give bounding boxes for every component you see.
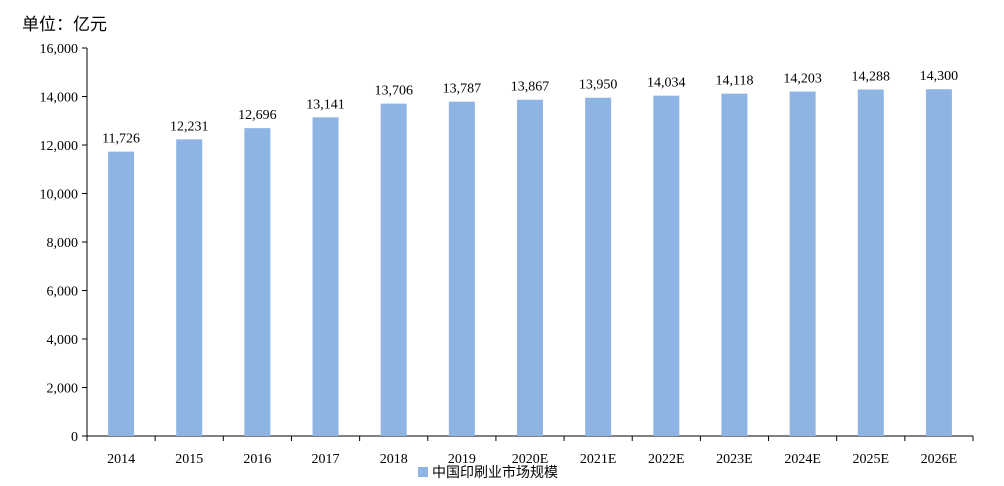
y-tick-label: 2,000 <box>47 382 79 397</box>
data-label: 14,300 <box>920 69 959 84</box>
bar <box>585 97 612 437</box>
data-label: 13,787 <box>443 82 482 97</box>
x-tick-label: 2016 <box>243 452 271 467</box>
x-tick-label: 2024E <box>784 452 821 467</box>
bar <box>380 103 407 436</box>
x-tick-label: 2018 <box>380 452 408 467</box>
data-label: 12,231 <box>170 119 209 134</box>
data-label: 13,706 <box>374 84 413 99</box>
legend-swatch <box>418 467 428 477</box>
x-tick-label: 2025E <box>852 452 889 467</box>
data-label: 14,203 <box>783 72 822 87</box>
y-tick-label: 16,000 <box>40 42 79 57</box>
x-tick-label: 2020E <box>512 452 549 467</box>
bar <box>312 117 339 436</box>
data-label: 13,867 <box>511 80 550 95</box>
legend-label: 中国印刷业市场规模 <box>432 464 558 481</box>
x-tick-label: 2026E <box>921 452 958 467</box>
bar <box>244 128 271 436</box>
bar <box>857 89 884 437</box>
legend: 中国印刷业市场规模 <box>418 464 558 481</box>
y-tick-label: 10,000 <box>40 188 79 203</box>
bar <box>789 91 816 437</box>
data-label: 14,288 <box>852 70 891 85</box>
bar <box>108 151 135 436</box>
x-tick-label: 2023E <box>716 452 753 467</box>
bars <box>108 89 952 437</box>
data-label: 12,696 <box>238 108 277 123</box>
bar <box>176 139 203 436</box>
y-tick-label: 8,000 <box>47 236 79 251</box>
data-label: 14,034 <box>647 76 686 91</box>
unit-label: 单位：亿元 <box>22 15 107 35</box>
y-tick-label: 4,000 <box>47 333 79 348</box>
data-label: 11,726 <box>102 132 140 147</box>
x-tick-label: 2021E <box>580 452 617 467</box>
bar <box>653 95 680 436</box>
bar <box>721 93 748 437</box>
data-label: 13,141 <box>306 97 345 112</box>
bar <box>517 99 543 436</box>
x-tick-label: 2017 <box>312 452 340 467</box>
x-axis: 2014 2015 2016 2017 2018 2019 2020E 2021E 2022E 2… <box>86 435 974 467</box>
x-tick-label: 2022E <box>648 452 685 467</box>
data-label: 13,950 <box>579 78 618 93</box>
y-tick-label: 12,000 <box>40 139 79 154</box>
y-tick-label: 14,000 <box>40 91 79 106</box>
bar <box>925 89 952 436</box>
data-labels: 11,726 12,231 12,696 13,141 13,706 13,787 13,8… <box>102 69 958 146</box>
bar <box>448 101 475 436</box>
y-axis: 0 2,000 4,000 6,000 8,000 10,000 12,000 14,000 1… <box>40 42 88 445</box>
x-tick-label: 2014 <box>107 452 135 467</box>
y-tick-label: 6,000 <box>47 285 79 300</box>
y-tick-label: 0 <box>71 430 78 445</box>
data-label: 14,118 <box>715 74 753 89</box>
x-tick-label: 2015 <box>175 452 203 467</box>
x-tick-label: 2019 <box>448 452 476 467</box>
